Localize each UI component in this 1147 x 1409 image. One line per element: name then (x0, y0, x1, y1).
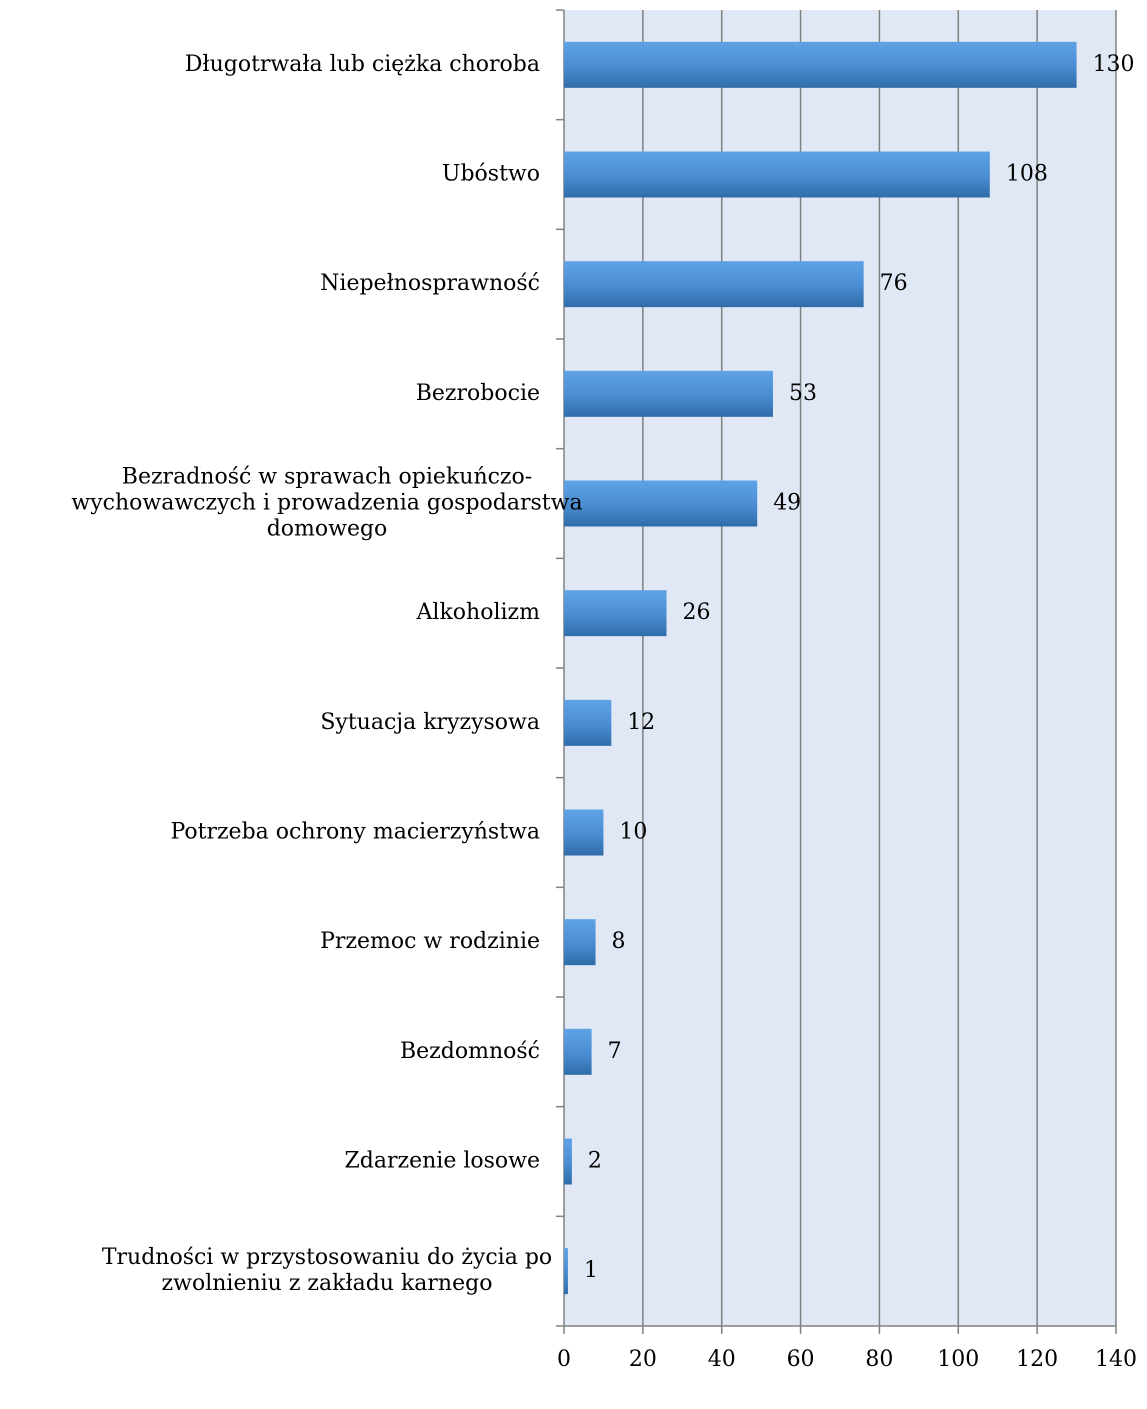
bar (564, 809, 604, 856)
category-label: Bezrobocie (416, 381, 540, 406)
x-tick-label: 20 (629, 1347, 657, 1372)
category-label: Niepełnosprawność (320, 271, 540, 296)
plot-area (564, 10, 1116, 1326)
bars (564, 41, 1077, 1295)
category-label: wychowawczych i prowadzenia gospodarstwa (71, 491, 582, 516)
data-label: 26 (683, 600, 711, 625)
x-tick-label: 40 (708, 1347, 736, 1372)
category-label: domowego (267, 517, 388, 542)
category-label: Potrzeba ochrony macierzyństwa (170, 820, 540, 845)
category-label: zwolnieniu z zakładu karnego (162, 1271, 493, 1296)
data-label: 10 (619, 820, 647, 845)
gridlines (642, 10, 1117, 1326)
category-label: Bezradność w sprawach opiekuńczo- (122, 465, 532, 490)
bar (564, 919, 596, 966)
data-label: 7 (608, 1039, 622, 1064)
bar (564, 1248, 568, 1295)
category-label: Sytuacja kryzysowa (320, 710, 540, 735)
bar (564, 1138, 572, 1185)
data-label: 8 (612, 929, 626, 954)
category-labels: Długotrwała lub ciężka choroba Ubóstwo Nie… (71, 52, 582, 1296)
category-label: Alkoholizm (416, 600, 541, 625)
x-tick-label: 100 (937, 1347, 979, 1372)
bar (564, 261, 864, 308)
data-label: 1 (584, 1258, 598, 1283)
data-label: 49 (773, 491, 801, 516)
data-label: 2 (588, 1149, 602, 1174)
bar (564, 699, 612, 746)
x-tick-label: 120 (1016, 1347, 1058, 1372)
category-label: Zdarzenie losowe (345, 1149, 541, 1174)
bar (564, 370, 773, 417)
category-label: Trudności w przystosowaniu do życia po (102, 1245, 552, 1270)
data-label: 130 (1093, 52, 1135, 77)
data-label: 108 (1006, 162, 1048, 187)
category-label: Ubóstwo (442, 162, 540, 187)
x-tick-label: 60 (787, 1347, 815, 1372)
category-label: Przemoc w rodzinie (320, 929, 540, 954)
category-label: Bezdomność (400, 1039, 540, 1064)
bar (564, 590, 667, 637)
bar (564, 480, 758, 527)
bar (564, 151, 990, 198)
category-label: Długotrwała lub ciężka choroba (185, 52, 540, 77)
data-label: 76 (880, 271, 908, 296)
bar (564, 1028, 592, 1075)
data-label: 12 (627, 710, 655, 735)
axes (556, 9, 1117, 1334)
x-tick-label: 0 (557, 1347, 571, 1372)
data-label: 53 (789, 381, 817, 406)
x-tick-label: 140 (1095, 1347, 1137, 1372)
bar (564, 41, 1077, 88)
x-tick-labels: 0 20 40 60 80 100 120 140 (557, 1347, 1137, 1372)
x-tick-label: 80 (865, 1347, 893, 1372)
